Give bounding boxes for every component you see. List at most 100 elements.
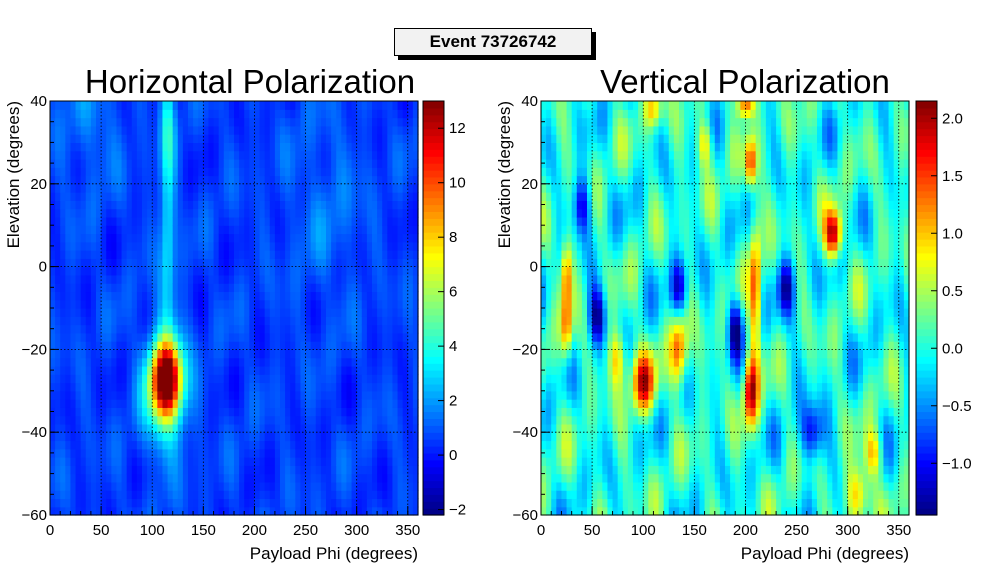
vpol-cell xyxy=(648,241,655,251)
hpol-cell xyxy=(280,150,286,160)
hpol-cell xyxy=(90,374,97,384)
vpol-cell xyxy=(541,266,547,276)
hpol-cell xyxy=(228,324,235,334)
hpol-cell xyxy=(346,233,353,243)
hpol-cell xyxy=(407,150,414,160)
hpol-cell xyxy=(70,241,77,251)
hpol-cell xyxy=(341,324,348,334)
hpol-cell xyxy=(126,241,133,251)
vpol-cell xyxy=(576,407,583,417)
hpol-cell xyxy=(101,125,107,135)
hpol-cell xyxy=(60,357,66,367)
hpol-cell xyxy=(101,382,107,392)
vpol-cell xyxy=(592,101,598,110)
hpol-cell xyxy=(351,167,358,177)
hpol-cell xyxy=(111,506,118,516)
hpol-cell xyxy=(269,183,276,193)
hpol-cell xyxy=(70,349,77,359)
hpol-cell xyxy=(315,390,322,400)
hpol-cell xyxy=(315,316,322,326)
hpol-cell xyxy=(208,341,215,350)
hpol-x-tick-label: 250 xyxy=(293,522,318,539)
hpol-cell xyxy=(223,308,230,317)
vpol-cell xyxy=(627,291,634,301)
hpol-cell xyxy=(55,332,61,342)
hpol-cell xyxy=(131,175,138,185)
hpol-cell xyxy=(116,490,123,500)
hpol-cell xyxy=(249,142,256,152)
hpol-cell xyxy=(208,374,215,384)
hpol-cell xyxy=(213,407,220,417)
vpol-cell xyxy=(551,117,557,127)
hpol-cell xyxy=(50,167,56,177)
hpol-cell xyxy=(96,506,102,516)
hpol-cell xyxy=(295,498,302,508)
vpol-cell xyxy=(648,481,655,491)
vpol-cell xyxy=(541,498,547,508)
hpol-cell xyxy=(136,490,143,500)
hpol-colorbar-segment xyxy=(423,135,444,143)
vpol-cell xyxy=(551,415,557,425)
vpol-cell xyxy=(556,258,563,268)
vpol-cell xyxy=(541,506,547,516)
hpol-cell xyxy=(356,274,363,284)
hpol-cell xyxy=(147,407,153,417)
hpol-cell xyxy=(315,101,322,110)
vpol-cell xyxy=(658,299,665,309)
hpol-cell xyxy=(331,167,337,177)
hpol-cell xyxy=(366,134,373,143)
hpol-cell xyxy=(152,341,158,350)
hpol-cell xyxy=(55,473,61,483)
hpol-cell xyxy=(162,225,169,235)
vpol-cell xyxy=(597,490,603,500)
hpol-cell xyxy=(346,200,353,210)
hpol-cell xyxy=(305,365,312,375)
vpol-cell xyxy=(546,283,552,293)
vpol-cell xyxy=(551,175,557,185)
hpol-cell xyxy=(85,250,92,259)
hpol-cell xyxy=(397,233,404,243)
hpol-colorbar-segment xyxy=(423,163,444,171)
hpol-cell xyxy=(65,349,72,359)
hpol-cell xyxy=(326,432,332,442)
vpol-cell xyxy=(602,291,609,301)
hpol-cell xyxy=(182,374,189,384)
hpol-cell xyxy=(254,448,261,458)
vpol-cell xyxy=(602,357,609,367)
hpol-cell xyxy=(157,506,164,516)
hpol-cell xyxy=(361,142,368,152)
hpol-cell xyxy=(147,415,153,425)
vpol-cell xyxy=(546,498,552,508)
hpol-cell xyxy=(188,250,194,259)
hpol-cell xyxy=(290,481,296,491)
hpol-cell xyxy=(331,399,337,408)
hpol-cell xyxy=(121,457,128,466)
hpol-colorbar-segment xyxy=(423,494,444,502)
hpol-cell xyxy=(50,299,56,309)
hpol-cell xyxy=(259,258,266,268)
hpol-cell xyxy=(320,374,327,384)
vpol-cell xyxy=(638,258,644,268)
hpol-cell xyxy=(254,399,261,408)
vpol-cell xyxy=(607,266,614,276)
vpol-cell xyxy=(653,440,660,450)
vpol-cell xyxy=(566,308,573,317)
hpol-cell xyxy=(280,175,286,185)
hpol-cell xyxy=(162,481,169,491)
hpol-cell xyxy=(162,158,169,168)
vpol-cell xyxy=(556,299,563,309)
hpol-cell xyxy=(136,258,143,268)
hpol-cell xyxy=(142,341,148,350)
vpol-cell xyxy=(663,423,670,433)
hpol-cell xyxy=(372,192,378,201)
vpol-cell xyxy=(592,150,598,160)
vpol-cell xyxy=(566,490,573,500)
vpol-cell xyxy=(566,407,573,417)
hpol-cell xyxy=(412,208,419,218)
vpol-cell xyxy=(587,175,593,185)
hpol-cell xyxy=(244,208,250,218)
vpol-cell xyxy=(653,274,660,284)
hpol-cell xyxy=(188,316,194,326)
vpol-cell xyxy=(551,208,557,218)
hpol-cell xyxy=(295,448,302,458)
